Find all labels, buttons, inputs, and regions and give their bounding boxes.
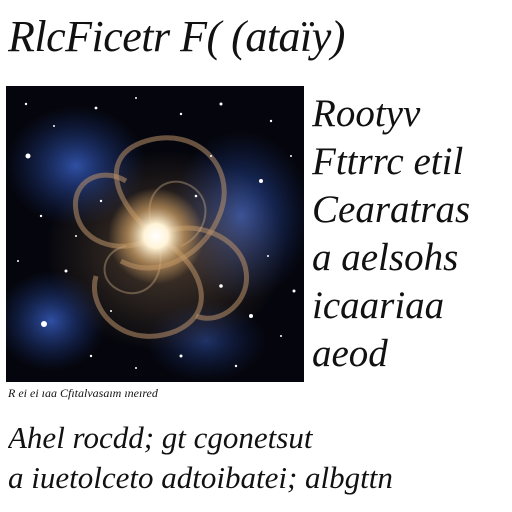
side-text-line: Rootyv [312, 92, 421, 135]
galaxy-image [6, 86, 304, 382]
body-text-line: a iuetolceto adtoibatei; albgttn [8, 460, 393, 495]
galaxy-illustration [6, 86, 304, 382]
side-text-line: icaariaa [312, 284, 445, 327]
body-text-line: Ahel rocdd; gt cgonetsut [8, 420, 313, 455]
figure-caption: R ei ei ıaa Cfıtalvasaım ıneıred [8, 386, 158, 400]
side-text-line: Fttrrc etil [312, 140, 464, 183]
page-title: RlcFicetr F( (ataïy) [8, 12, 345, 61]
side-text-column: Rootyv Fttrrc etil Cearatras a aelsohs i… [312, 90, 508, 378]
side-text-line: a aelsohs [312, 236, 459, 279]
side-text-line: Cearatras [312, 188, 471, 231]
side-text-line: aeod [312, 332, 388, 375]
body-text: Ahel rocdd; gt cgonetsut a iuetolceto ad… [8, 418, 504, 498]
